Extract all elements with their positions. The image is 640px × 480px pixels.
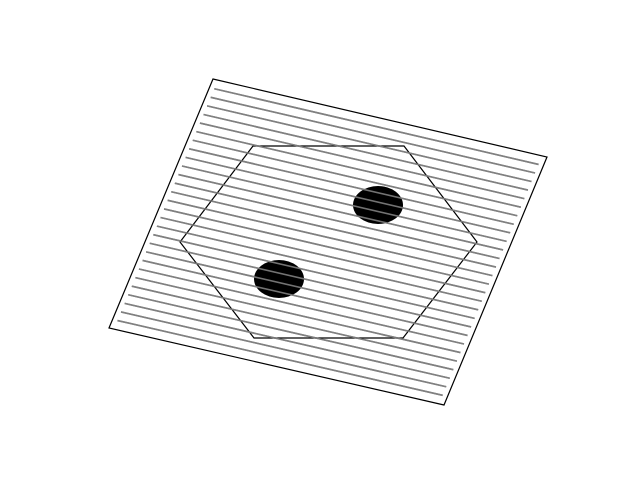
dot-upper-right (353, 186, 403, 224)
hatch-line (117, 319, 443, 397)
hatch-line (171, 190, 497, 268)
hatch-line (199, 122, 525, 200)
hatch-line (163, 208, 490, 285)
hatch-line (149, 242, 475, 320)
hatch-line (185, 156, 511, 234)
hatch-line (203, 113, 529, 191)
hatch-line (188, 148, 514, 226)
hatch-line (138, 268, 465, 345)
hatch-line (124, 302, 450, 380)
tilted-plate (108, 78, 548, 406)
hatch-line (196, 130, 522, 208)
hatch-line (210, 96, 536, 174)
hatch-line (167, 199, 493, 277)
hatch-line (206, 105, 532, 183)
hatch-line (142, 259, 468, 337)
hatch-line (174, 182, 500, 260)
hatch-line (128, 293, 454, 371)
hatch-line (120, 311, 447, 388)
hatch-line (181, 165, 507, 243)
hatch-line (156, 225, 482, 303)
hatch-line (145, 251, 472, 328)
hatch-line (131, 285, 458, 362)
hatch-line (178, 173, 504, 251)
hatch-over-dots (117, 87, 539, 397)
hatch-line (214, 87, 539, 166)
hexagon-outline (179, 145, 478, 339)
hatch-line (160, 216, 486, 294)
hatch-line (192, 139, 518, 217)
hatch-line (153, 233, 479, 311)
hatch-line (135, 276, 461, 354)
